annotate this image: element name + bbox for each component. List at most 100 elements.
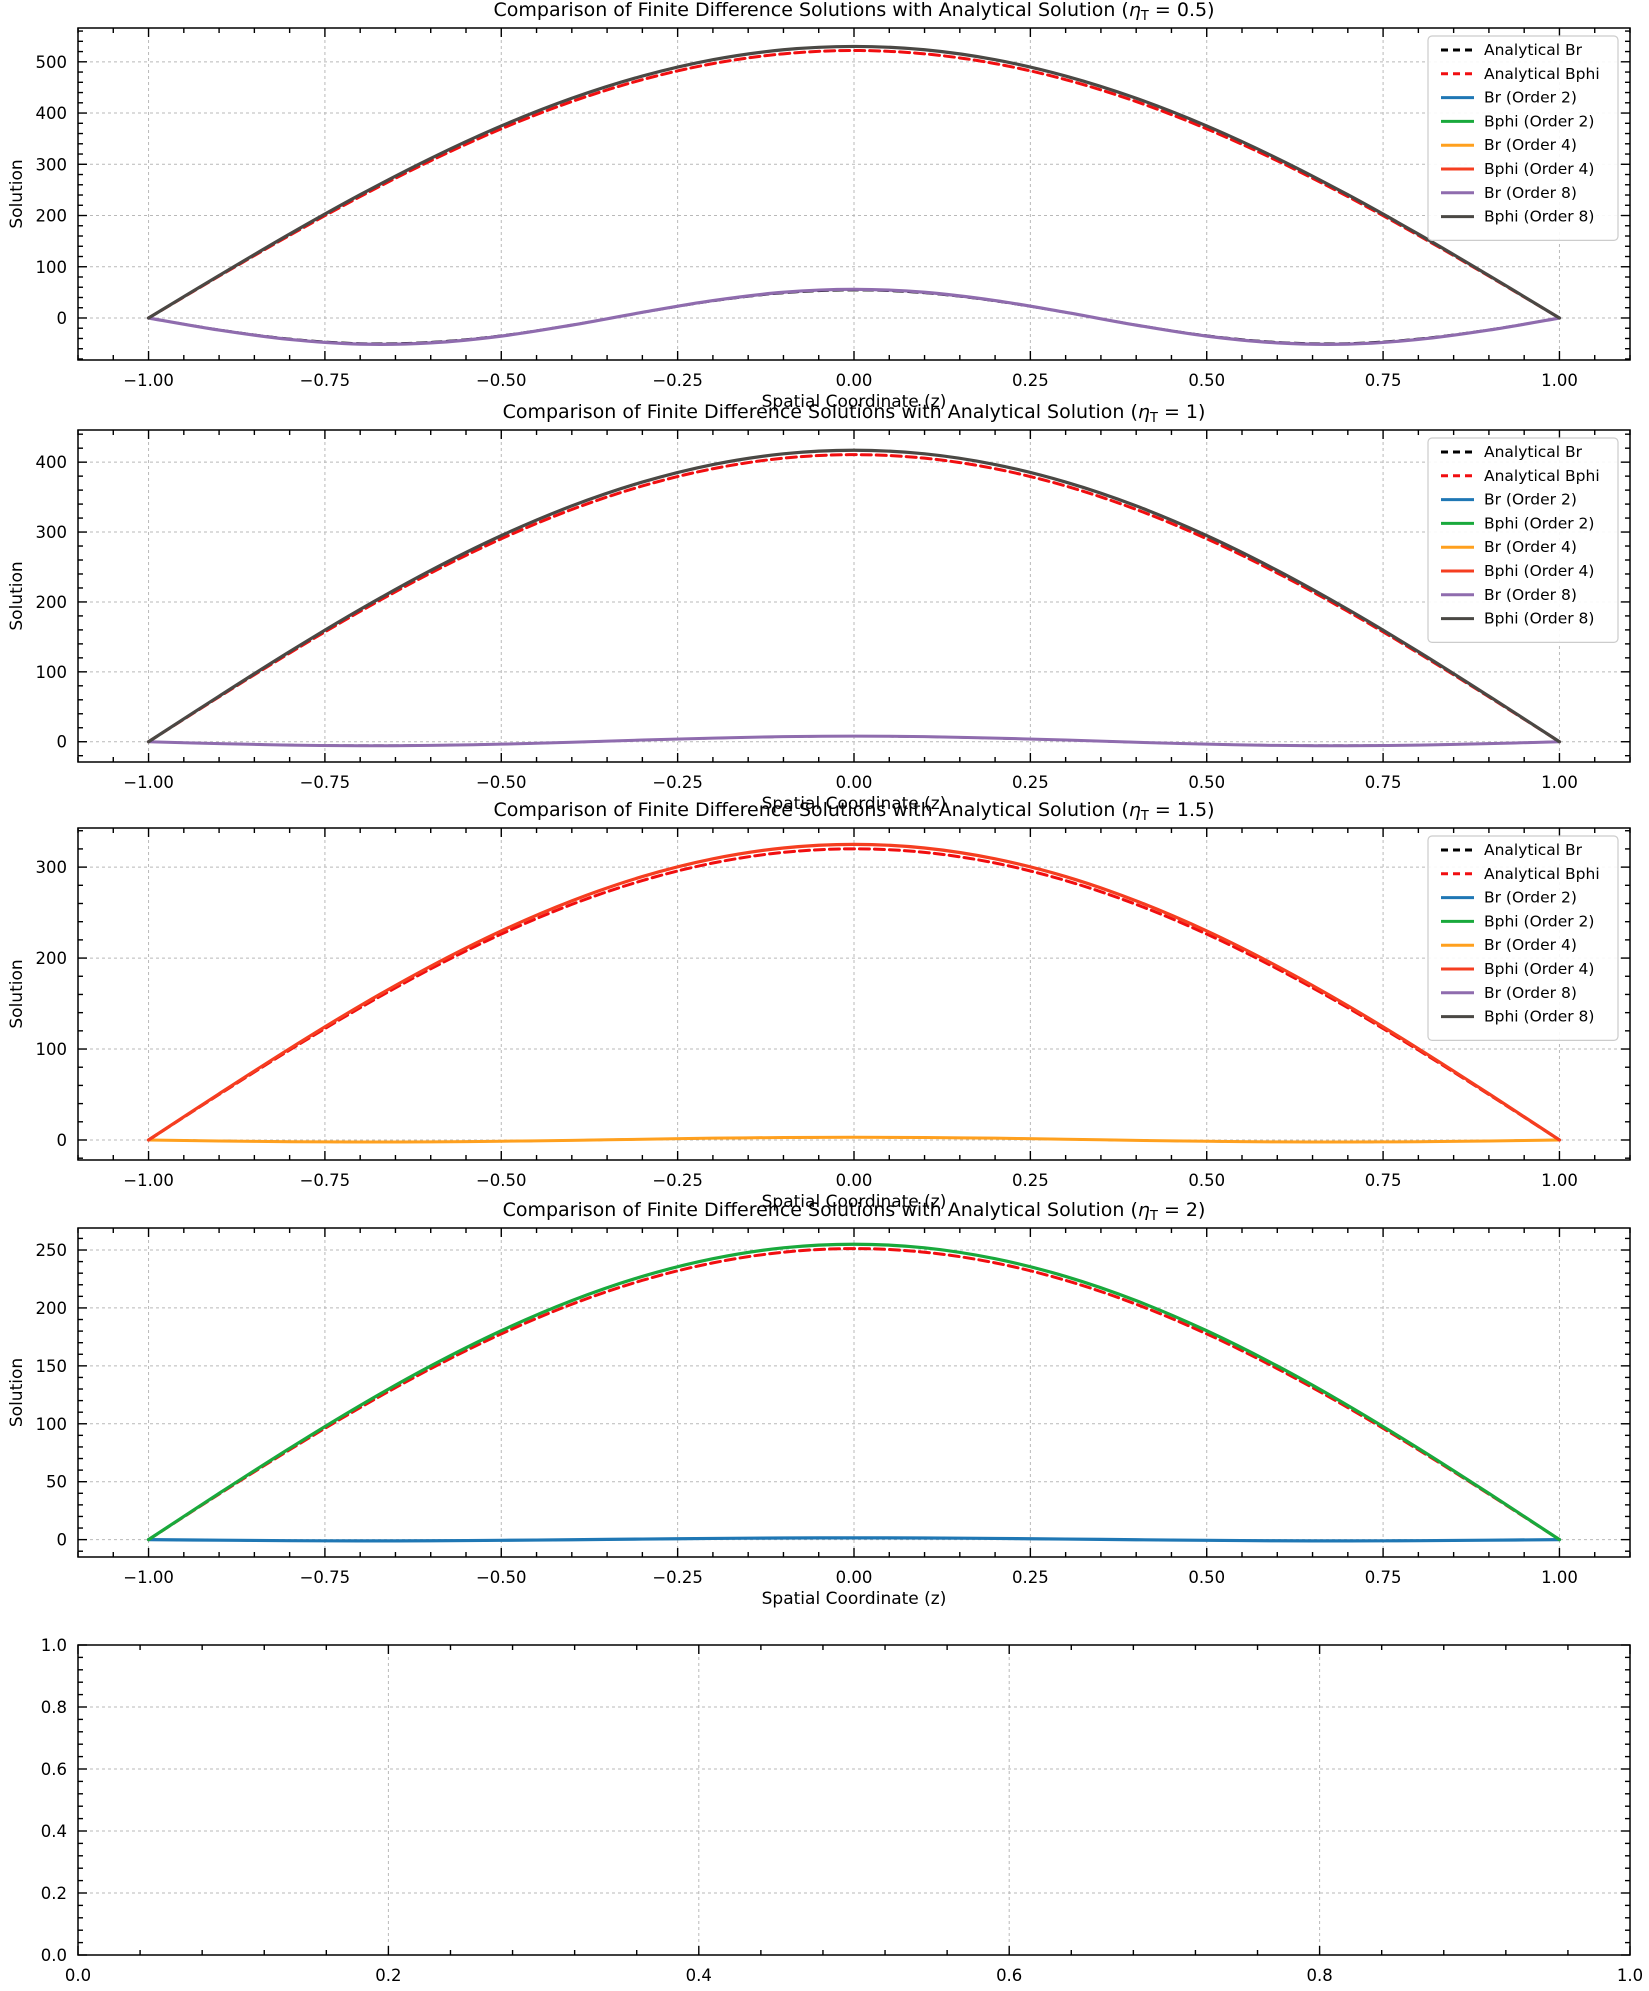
legend-box [1427, 35, 1619, 241]
legend-label: Br (Order 2) [1484, 491, 1577, 509]
y-tick-label: 400 [36, 453, 68, 472]
series-br-order4 [147, 1135, 1561, 1144]
x-tick-label: 0.50 [1188, 1171, 1225, 1190]
x-axis-label: Spatial Coordinate (z) [762, 392, 947, 412]
y-tick-label: 500 [36, 53, 68, 72]
series-analytical-bphi [147, 847, 1561, 1142]
axes-spines [77, 429, 1631, 763]
subplot-4: −1.00 −0.75 −0.50 −0.25 0.00 0.25 0.50 0.75 1.00… [7, 1199, 1631, 1609]
y-tick-label: 0.2 [41, 1884, 67, 1903]
x-tick-label: 0.75 [1365, 1171, 1402, 1190]
legend-label: Analytical Bphi [1484, 865, 1600, 883]
x-tick-label: 1.00 [1541, 1171, 1578, 1190]
legend-box [1427, 437, 1619, 643]
series-bphi-order2 [146, 1242, 1562, 1542]
series-group [146, 448, 1562, 748]
y-tick-label: 0 [57, 733, 68, 752]
series-group [146, 1242, 1562, 1543]
x-tick-label: 0.00 [836, 773, 873, 792]
y-tick-label: 100 [36, 663, 68, 682]
x-tick-label: 0.6 [996, 1966, 1022, 1985]
ticks [77, 1644, 1631, 1956]
x-tick-label: −0.50 [476, 773, 527, 792]
y-tick-label: 100 [36, 1040, 68, 1059]
legend-box [1427, 835, 1619, 1041]
series-bphi-order8 [146, 448, 1562, 744]
subplot-title: Comparison of Finite Difference Solution… [494, 799, 1215, 824]
x-tick-label: 0.50 [1188, 371, 1225, 390]
x-tick-label: 1.00 [1541, 773, 1578, 792]
y-tick-label: 150 [36, 1357, 68, 1376]
axes-spines [77, 827, 1631, 1161]
series-br-order8 [147, 734, 1561, 748]
x-tick-label: 0.00 [836, 1568, 873, 1587]
y-tick-label: 0.8 [41, 1698, 67, 1717]
legend-label: Br (Order 4) [1484, 538, 1577, 556]
x-tick-label: −0.75 [300, 371, 351, 390]
legend-label: Bphi (Order 4) [1484, 160, 1594, 178]
legend: Analytical Br Analytical Bphi Br (Order 2)… [1427, 35, 1619, 241]
legend-label: Br (Order 8) [1484, 984, 1577, 1002]
legend-label: Bphi (Order 4) [1484, 960, 1594, 978]
x-tick-label: 1.00 [1541, 1568, 1578, 1587]
subplot-title: Comparison of Finite Difference Solution… [503, 1199, 1206, 1224]
x-axis-label: Spatial Coordinate (z) [762, 1589, 947, 1609]
x-tick-label: 0.25 [1012, 1568, 1049, 1587]
x-tick-label: −1.00 [123, 371, 174, 390]
ticks [77, 28, 1631, 360]
y-tick-label: 250 [36, 1241, 68, 1260]
axes-spines [77, 1227, 1631, 1558]
tick-labels: −1.00 −0.75 −0.50 −0.25 0.00 0.25 0.50 0.75 1.00… [36, 453, 1578, 792]
grid [78, 1228, 1630, 1557]
legend-label: Bphi (Order 2) [1484, 112, 1594, 130]
x-tick-label: 0.50 [1188, 773, 1225, 792]
y-tick-label: 400 [36, 104, 68, 123]
legend-label: Analytical Br [1484, 41, 1583, 59]
subplot-title: Comparison of Finite Difference Solution… [503, 401, 1206, 426]
legend-label: Br (Order 4) [1484, 136, 1577, 154]
y-tick-label: 0 [57, 1131, 68, 1150]
series-analytical-bphi [147, 1247, 1561, 1542]
tick-labels: −1.00 −0.75 −0.50 −0.25 0.00 0.25 0.50 0.75 1.00… [36, 1241, 1578, 1587]
x-tick-label: 0.25 [1012, 773, 1049, 792]
ticks [77, 1228, 1631, 1557]
x-tick-label: −0.25 [652, 371, 703, 390]
series-bphi-order4 [146, 842, 1562, 1142]
subplot-5: 0.0 0.2 0.4 0.6 0.8 1.0 0.0 0.2 0.4 0.6 0.8 1.0 [41, 1636, 1643, 1985]
y-tick-label: 1.0 [41, 1636, 67, 1655]
x-tick-label: −0.50 [476, 371, 527, 390]
x-axis-label: Spatial Coordinate (z) [762, 1192, 947, 1212]
legend: Analytical Br Analytical Bphi Br (Order 2)… [1427, 437, 1619, 643]
series-group [146, 44, 1562, 346]
legend-label: Analytical Br [1484, 841, 1583, 859]
x-axis-label: Spatial Coordinate (z) [762, 794, 947, 814]
y-tick-label: 300 [36, 858, 68, 877]
legend-label: Bphi (Order 2) [1484, 514, 1594, 532]
axes-spines [77, 27, 1631, 361]
legend-label: Br (Order 2) [1484, 889, 1577, 907]
legend-label: Bphi (Order 8) [1484, 610, 1594, 628]
series-bphi-order8 [146, 44, 1562, 320]
legend-label: Br (Order 2) [1484, 89, 1577, 107]
series-group [146, 842, 1562, 1144]
grid [77, 1644, 1631, 1956]
x-tick-label: 0.00 [836, 371, 873, 390]
y-tick-label: 100 [36, 1415, 68, 1434]
subplot-2: −1.00 −0.75 −0.50 −0.25 0.00 0.25 0.50 0.75 1.00… [7, 401, 1631, 814]
x-tick-label: 0.75 [1365, 371, 1402, 390]
y-tick-label: 200 [36, 1299, 68, 1318]
y-axis-label: Solution [7, 561, 27, 630]
y-tick-label: 200 [36, 949, 68, 968]
y-tick-label: 0.6 [41, 1760, 67, 1779]
x-tick-label: −0.75 [300, 773, 351, 792]
subplot-3: −1.00 −0.75 −0.50 −0.25 0.00 0.25 0.50 0.75 1.00… [7, 799, 1631, 1212]
x-tick-label: 0.50 [1188, 1568, 1225, 1587]
y-tick-label: 0 [57, 309, 68, 328]
legend-label: Analytical Bphi [1484, 65, 1600, 83]
x-tick-label: −0.50 [476, 1568, 527, 1587]
y-tick-label: 0 [57, 1531, 68, 1550]
x-tick-label: 0.25 [1012, 371, 1049, 390]
x-tick-label: 0.25 [1012, 1171, 1049, 1190]
subplot-1: −1.00 −0.75 −0.50 −0.25 0.00 0.25 0.50 0.75 1.00… [7, 0, 1631, 412]
